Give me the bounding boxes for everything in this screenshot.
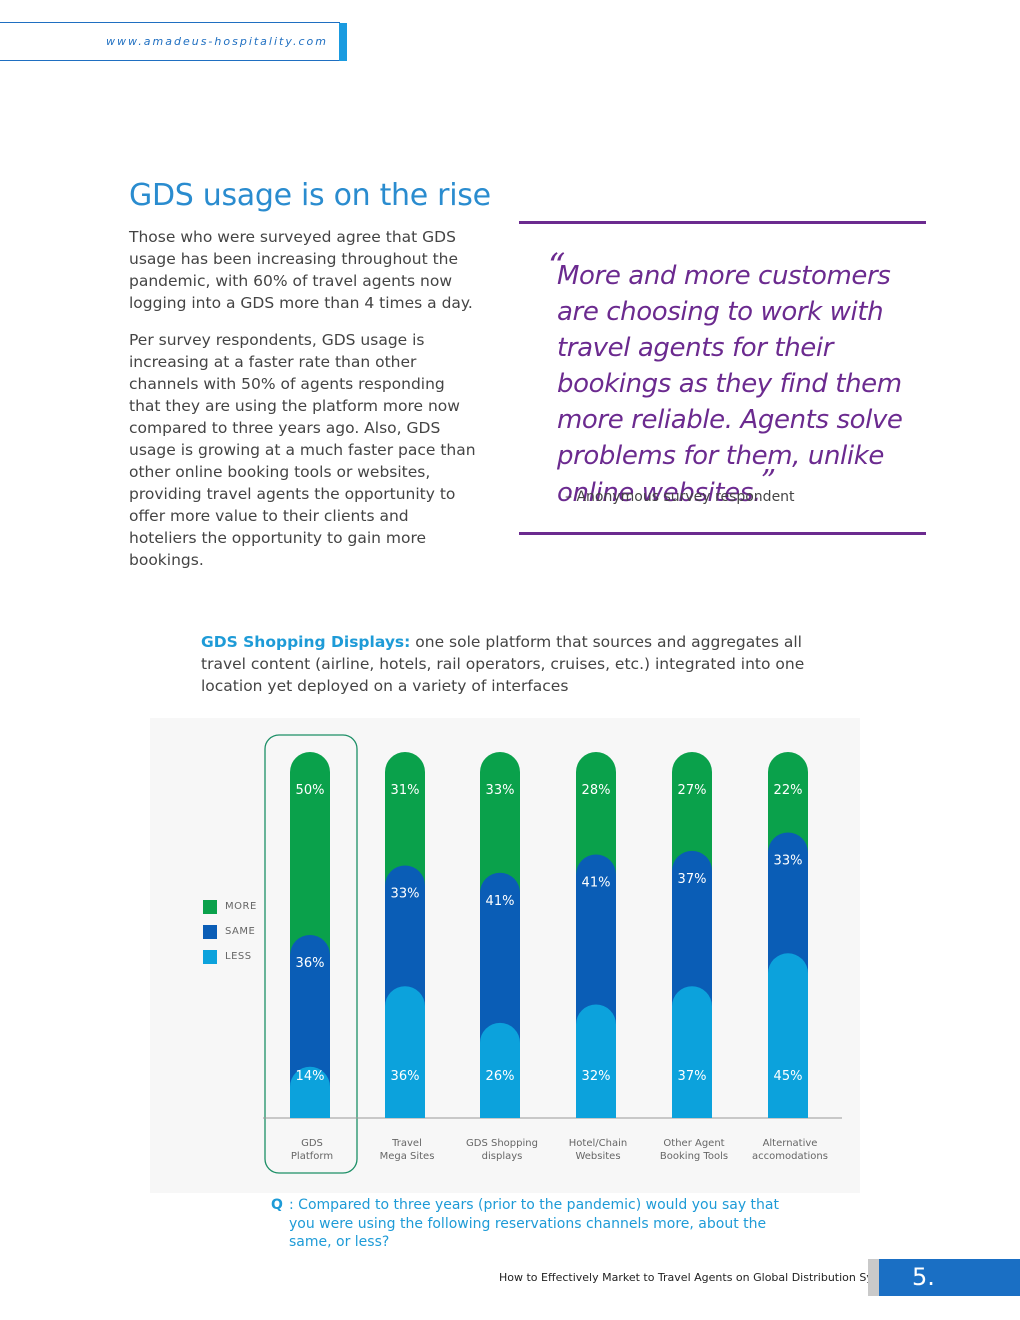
quote-attribution: – Anonymous survey respondent <box>565 489 795 505</box>
legend-item-same: SAME <box>203 919 257 944</box>
category-label: Other Agent <box>663 1138 724 1149</box>
data-label-more: 50% <box>296 783 325 798</box>
chart-intro-lead: GDS Shopping Displays: <box>201 633 411 651</box>
category-label: GDS <box>301 1138 323 1149</box>
header-url-box: www.amadeus-hospitality.com <box>0 22 347 61</box>
highlight-frame <box>264 734 358 1174</box>
survey-question: Q : Compared to three years (prior to th… <box>271 1196 791 1250</box>
category-label: Hotel/Chain <box>569 1138 627 1149</box>
data-label-more: 22% <box>774 783 803 798</box>
question-text: : Compared to three years (prior to the … <box>289 1197 779 1250</box>
category-label: Travel <box>391 1138 422 1149</box>
data-label-same: 37% <box>678 872 707 887</box>
bar-segment-less <box>290 1066 330 1118</box>
bar-segment-less <box>576 1004 616 1118</box>
legend-label-less: LESS <box>225 951 252 962</box>
bar-segment-less <box>480 1022 520 1118</box>
legend-item-less: LESS <box>203 944 257 969</box>
data-label-same: 36% <box>296 956 325 971</box>
quote-open-mark: “ <box>548 246 566 286</box>
bar-segment-less <box>385 986 425 1118</box>
chart-intro: GDS Shopping Displays: one sole platform… <box>201 631 841 697</box>
data-label-more: 33% <box>486 783 515 798</box>
category-label: accomodations <box>752 1151 828 1162</box>
data-label-less: 32% <box>582 1069 611 1084</box>
paragraph-2: Per survey respondents, GDS usage is inc… <box>129 331 476 569</box>
question-marker: Q <box>271 1197 283 1213</box>
page-number: 5. <box>912 1263 935 1291</box>
paragraph-1: Those who were surveyed agree that GDS u… <box>129 228 473 312</box>
data-label-same: 41% <box>582 875 611 890</box>
section-heading: GDS usage is on the rise <box>129 178 491 213</box>
data-label-less: 26% <box>486 1069 515 1084</box>
page-box-accent <box>868 1259 879 1296</box>
bar-segment-less <box>672 986 712 1118</box>
legend-swatch-more <box>203 899 217 914</box>
category-label: Websites <box>575 1151 620 1162</box>
footer-title: How to Effectively Market to Travel Agen… <box>499 1271 907 1284</box>
quote-top-rule <box>519 221 926 224</box>
header-accent-bar <box>339 23 347 61</box>
category-label: Mega Sites <box>380 1151 435 1162</box>
category-label: displays <box>482 1151 523 1162</box>
category-label: Alternative <box>763 1138 818 1149</box>
bar-segment-less <box>768 953 808 1118</box>
chart-legend: MORE SAME LESS <box>203 894 257 969</box>
legend-swatch-same <box>203 924 217 939</box>
category-label: Booking Tools <box>660 1151 728 1162</box>
pull-quote: More and more customers are choosing to … <box>557 258 937 511</box>
data-label-more: 31% <box>391 783 420 798</box>
category-label: GDS Shopping <box>466 1138 538 1149</box>
data-label-less: 14% <box>296 1069 325 1084</box>
chart-intro-text: one sole platform that sources and aggre… <box>201 633 805 695</box>
legend-swatch-less <box>203 949 217 964</box>
header-url[interactable]: www.amadeus-hospitality.com <box>106 35 328 48</box>
page-number-box <box>868 1259 1020 1296</box>
data-label-less: 36% <box>391 1069 420 1084</box>
data-label-more: 28% <box>582 783 611 798</box>
data-label-same: 41% <box>486 894 515 909</box>
data-label-more: 27% <box>678 783 707 798</box>
data-label-less: 45% <box>774 1069 803 1084</box>
data-label-same: 33% <box>774 854 803 869</box>
legend-label-same: SAME <box>225 926 256 937</box>
category-label: Platform <box>291 1151 333 1162</box>
legend-item-more: MORE <box>203 894 257 919</box>
quote-bottom-rule <box>519 532 926 535</box>
pull-quote-text: More and more customers are choosing to … <box>557 261 903 508</box>
legend-label-more: MORE <box>225 901 257 912</box>
data-label-same: 33% <box>391 886 420 901</box>
data-label-less: 37% <box>678 1069 707 1084</box>
quote-close-mark: ” <box>760 464 776 499</box>
